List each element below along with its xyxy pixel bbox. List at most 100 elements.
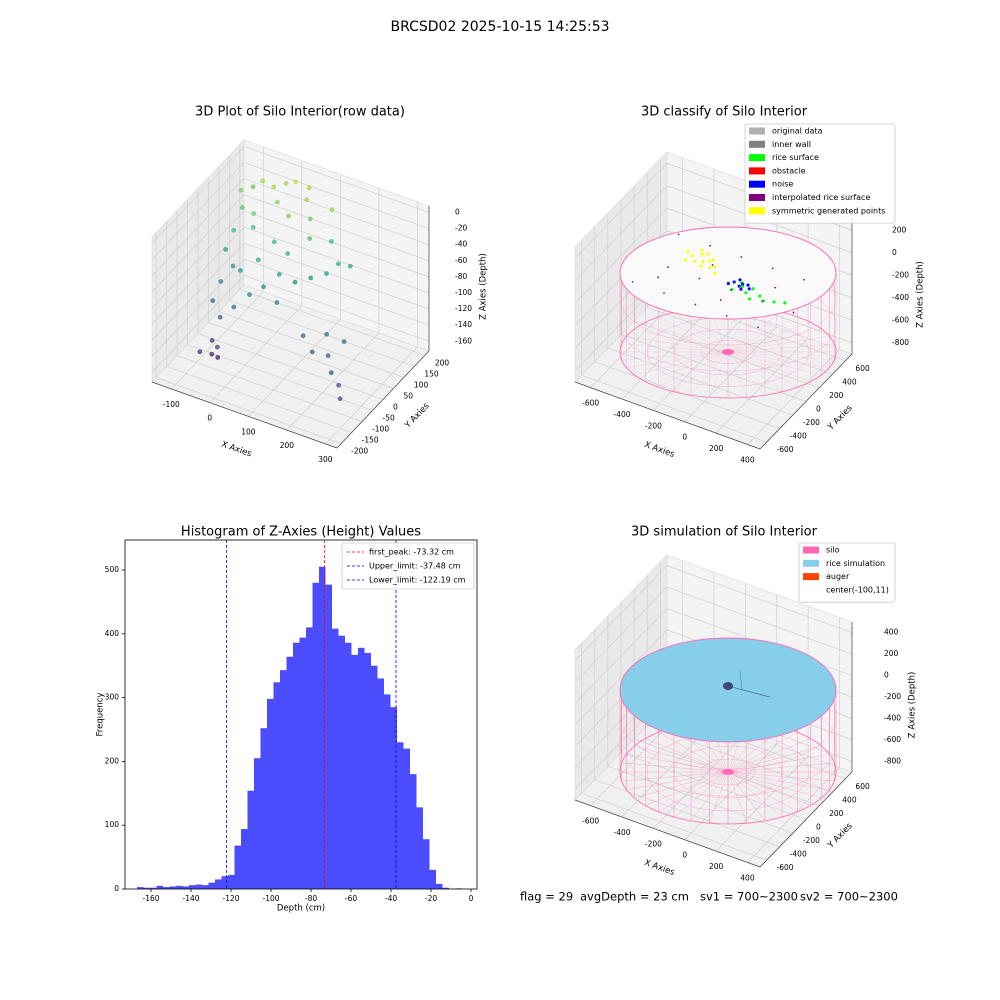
point bbox=[324, 331, 330, 337]
point bbox=[337, 396, 343, 402]
point bbox=[684, 258, 688, 262]
bar bbox=[195, 884, 202, 889]
point bbox=[250, 224, 256, 230]
subplot-title: Histogram of Z-Axies (Height) Values bbox=[181, 525, 421, 540]
legend-label: silo bbox=[826, 546, 840, 555]
point bbox=[663, 292, 665, 295]
grid-line bbox=[620, 752, 807, 820]
grid-line bbox=[607, 347, 793, 416]
silo-top bbox=[619, 226, 837, 320]
silo-ring bbox=[673, 328, 783, 376]
point bbox=[700, 248, 704, 252]
y-tick-label: -600 bbox=[777, 863, 794, 872]
z-tick-label: 400 bbox=[884, 628, 899, 637]
axis-line bbox=[574, 799, 761, 868]
bar bbox=[150, 887, 157, 889]
legend-box bbox=[744, 123, 896, 224]
legend-label: inner wall bbox=[772, 140, 811, 149]
point bbox=[324, 271, 329, 276]
point bbox=[783, 301, 787, 305]
point bbox=[300, 333, 306, 339]
bar bbox=[442, 887, 449, 889]
grid-line bbox=[151, 194, 245, 293]
x-tick-label: -120 bbox=[222, 894, 239, 903]
z-tick-label: 0 bbox=[884, 671, 889, 680]
legend-label: center(-100,11) bbox=[826, 585, 889, 594]
x-tick-label: -140 bbox=[182, 894, 199, 903]
footer-text: avgDepth = 23 cm bbox=[580, 890, 689, 904]
point bbox=[726, 281, 731, 286]
y-tick-label: 600 bbox=[855, 364, 870, 373]
grid-line bbox=[218, 311, 405, 378]
z-tick-label: 0 bbox=[892, 248, 897, 257]
z-tick-label: -400 bbox=[884, 713, 901, 722]
footer-text: sv2 = 700~2300 bbox=[800, 890, 898, 904]
bar bbox=[293, 642, 300, 889]
grid-line bbox=[581, 374, 767, 443]
y-tick-label: 200 bbox=[435, 358, 450, 367]
bar bbox=[364, 652, 371, 889]
y-tick-label: 100 bbox=[414, 380, 429, 389]
grid-line bbox=[197, 333, 384, 400]
grid-line bbox=[243, 275, 430, 342]
point bbox=[751, 287, 755, 291]
point bbox=[711, 258, 715, 262]
point bbox=[706, 252, 710, 256]
point bbox=[255, 257, 261, 263]
y-tick-label: 0 bbox=[114, 884, 119, 893]
point bbox=[325, 353, 331, 359]
y-tick-label: 0 bbox=[393, 403, 398, 412]
point bbox=[761, 300, 764, 303]
grid-line bbox=[574, 185, 668, 281]
legend-swatch bbox=[803, 559, 819, 567]
z-tick-label: -40 bbox=[455, 240, 467, 249]
subplot-title: 3D simulation of Silo Interior bbox=[631, 525, 818, 540]
legend-label: rice simulation bbox=[826, 559, 885, 568]
point bbox=[713, 265, 717, 269]
point bbox=[708, 266, 712, 270]
x-tick-label: 100 bbox=[241, 427, 256, 436]
point bbox=[771, 267, 774, 270]
z-tick-label: -600 bbox=[884, 735, 901, 744]
point bbox=[685, 249, 690, 253]
point bbox=[293, 179, 298, 185]
point bbox=[740, 256, 743, 258]
silo-ring bbox=[673, 745, 783, 799]
legend-swatch bbox=[803, 573, 819, 581]
bar bbox=[189, 885, 196, 889]
grid-line bbox=[647, 307, 833, 375]
point bbox=[698, 277, 701, 280]
z-axis-label: Z Axies (Depth) bbox=[916, 261, 926, 328]
legend-label: auger bbox=[826, 572, 850, 581]
footer-text: flag = 29 bbox=[520, 890, 573, 904]
point bbox=[336, 382, 342, 388]
point bbox=[274, 300, 280, 305]
point bbox=[328, 239, 334, 244]
z-tick-label: -20 bbox=[455, 224, 467, 233]
bar bbox=[325, 584, 332, 889]
grid-line bbox=[156, 377, 342, 444]
grid-line bbox=[243, 146, 430, 213]
y-tick-label: 600 bbox=[855, 782, 870, 791]
grid-line bbox=[574, 629, 668, 726]
x-tick-label: 300 bbox=[318, 455, 333, 464]
grid-line bbox=[243, 242, 430, 310]
grid-line bbox=[574, 565, 668, 661]
y-tick-label: 200 bbox=[105, 756, 120, 765]
footer-text: sv1 = 700~2300 bbox=[700, 890, 798, 904]
x-tick-label: -200 bbox=[645, 839, 662, 848]
z-tick-label: -400 bbox=[892, 293, 909, 302]
grid-line bbox=[574, 208, 668, 304]
z-axis-label: Z Axies (Depth) bbox=[908, 672, 918, 739]
legend-label: obstacle bbox=[772, 166, 806, 175]
y-tick-label: 400 bbox=[842, 795, 857, 804]
y-tick-label: 0 bbox=[816, 823, 821, 832]
legend-swatch bbox=[749, 207, 765, 215]
y-tick-label: 0 bbox=[816, 405, 821, 414]
grid-line bbox=[229, 300, 415, 367]
bar bbox=[397, 742, 404, 889]
grid-line bbox=[208, 322, 394, 389]
point bbox=[747, 287, 751, 291]
point bbox=[239, 205, 245, 210]
y-tick-label: 300 bbox=[105, 693, 120, 702]
